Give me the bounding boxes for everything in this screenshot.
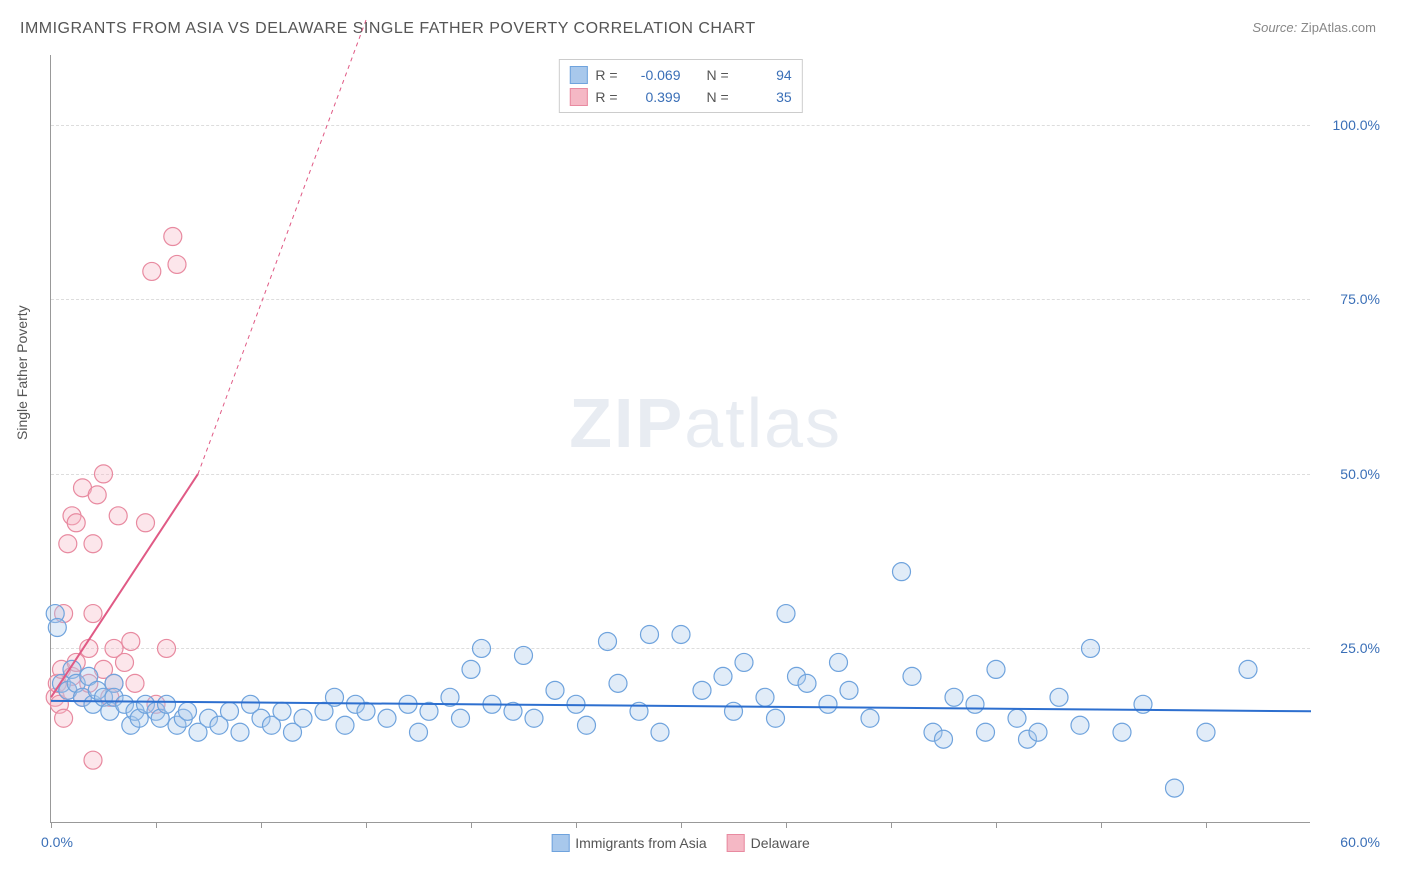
legend-n-value-0: 94 [737,67,792,83]
x-origin-label: 0.0% [41,834,73,850]
legend-r-value-0: -0.069 [626,67,681,83]
series-swatch-0 [551,834,569,852]
source-value: ZipAtlas.com [1301,20,1376,35]
legend-n-value-1: 35 [737,89,792,105]
series-name-1: Delaware [751,835,810,851]
series-legend-item-1: Delaware [727,834,810,852]
legend-swatch-1 [569,88,587,106]
series-swatch-1 [727,834,745,852]
legend-r-label-0: R = [595,67,617,83]
x-max-label: 60.0% [1340,834,1380,850]
legend-row-0: R = -0.069 N = 94 [569,64,791,86]
correlation-legend: R = -0.069 N = 94 R = 0.399 N = 35 [558,59,802,113]
series-legend: Immigrants from Asia Delaware [551,834,810,852]
scatter-svg [51,55,1310,822]
legend-n-label-0: N = [707,67,729,83]
legend-row-1: R = 0.399 N = 35 [569,86,791,108]
y-axis-title: Single Father Poverty [14,305,30,440]
source-attribution: Source: ZipAtlas.com [1252,20,1376,35]
legend-r-value-1: 0.399 [626,89,681,105]
series-name-0: Immigrants from Asia [575,835,706,851]
chart-title: IMMIGRANTS FROM ASIA VS DELAWARE SINGLE … [20,20,756,38]
series-legend-item-0: Immigrants from Asia [551,834,706,852]
chart-plot-area: ZIPatlas 25.0%50.0%75.0%100.0% R = -0.06… [50,55,1310,823]
source-label: Source: [1252,20,1297,35]
legend-r-label-1: R = [595,89,617,105]
legend-n-label-1: N = [707,89,729,105]
legend-swatch-0 [569,66,587,84]
